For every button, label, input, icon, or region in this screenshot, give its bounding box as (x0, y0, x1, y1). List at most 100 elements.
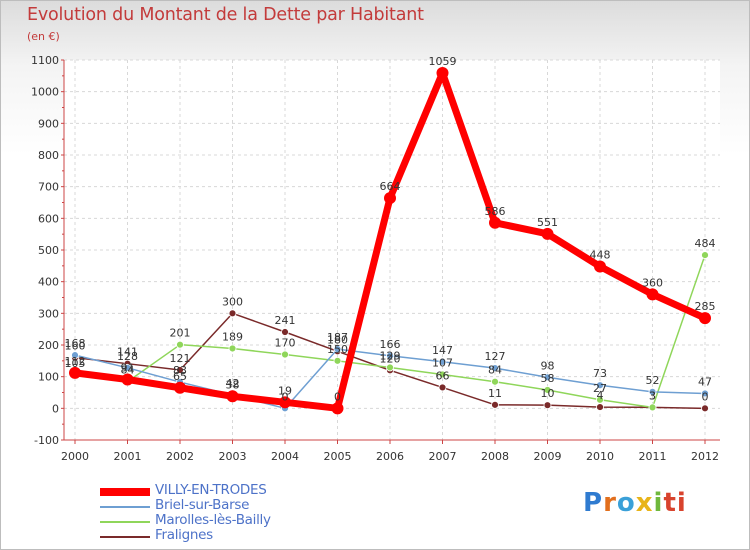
y-tick-label: 100 (38, 371, 59, 384)
data-label-3: 120 (380, 352, 401, 365)
data-label-1: 47 (698, 375, 712, 388)
data-label-1: 166 (380, 338, 401, 351)
data-label-1: 52 (646, 374, 660, 387)
series-point-0 (699, 312, 711, 325)
series-point-0 (384, 192, 396, 205)
data-label-3: 4 (597, 389, 604, 402)
x-tick-label: 2009 (534, 450, 562, 463)
x-tick-label: 2008 (481, 450, 509, 463)
y-tick-label: 700 (38, 181, 59, 194)
data-label-3: 300 (222, 295, 243, 308)
data-label-0: 664 (380, 180, 401, 193)
x-tick-label: 2003 (219, 450, 247, 463)
x-tick-label: 2011 (639, 450, 667, 463)
data-label-1: 98 (541, 359, 555, 372)
series-point-0 (331, 402, 344, 415)
data-label-3: 241 (275, 314, 296, 327)
series-point-2 (596, 395, 604, 404)
series-point-0 (174, 381, 186, 394)
series-point-2 (281, 350, 289, 359)
legend-swatch (100, 488, 150, 496)
data-label-0: 448 (590, 248, 611, 261)
data-label-3: 121 (170, 352, 191, 365)
y-tick-label: 300 (38, 307, 59, 320)
proxiti-logo: Proxiti (583, 488, 687, 518)
x-tick-label: 2001 (114, 450, 142, 463)
series-point-0 (279, 396, 291, 409)
y-tick-label: 200 (38, 339, 59, 352)
y-tick-label: 400 (38, 276, 59, 289)
y-tick-label: 800 (38, 149, 59, 162)
series-point-0 (541, 227, 554, 240)
data-label-2: 84 (488, 364, 502, 377)
series-point-0 (594, 260, 606, 273)
data-label-0: 285 (695, 300, 716, 313)
data-label-1: 73 (593, 367, 607, 380)
data-label-1: 0 (282, 390, 289, 403)
series-point-2 (701, 251, 709, 259)
data-label-1: 42 (226, 377, 240, 390)
series-point-2 (176, 340, 184, 349)
unit-label: (en €) (27, 30, 60, 43)
series-point-1 (71, 351, 79, 360)
series-point-1 (701, 389, 709, 398)
legend-label: VILLY-EN-TRODES (155, 482, 267, 498)
series-point-1 (648, 387, 657, 396)
data-label-2: 129 (380, 349, 401, 362)
x-tick-label: 2012 (691, 450, 719, 463)
legend-swatch (100, 521, 150, 523)
data-label-1: 127 (485, 350, 506, 363)
series-point-3 (491, 400, 499, 409)
series-point-2 (386, 363, 394, 372)
data-label-3: 3 (649, 389, 656, 402)
series-point-2 (228, 344, 237, 353)
series-point-2 (438, 370, 447, 379)
data-label-2: 170 (275, 337, 296, 350)
series-point-2 (333, 356, 342, 365)
data-label-3: 180 (327, 333, 348, 346)
data-label-0: 91 (121, 362, 135, 375)
data-label-1: 168 (65, 337, 86, 350)
series-point-3 (596, 403, 604, 411)
series-point-2 (543, 386, 552, 394)
y-tick-label: -100 (34, 434, 59, 447)
series-point-1 (438, 357, 447, 366)
data-label-3: 66 (436, 369, 450, 382)
y-tick-label: 500 (38, 244, 59, 257)
legend-swatch (100, 506, 150, 508)
data-label-3: 141 (117, 346, 138, 359)
series-point-3 (438, 383, 447, 392)
legend-label: Briel-sur-Barse (155, 497, 250, 513)
data-label-0: 38 (226, 378, 240, 391)
data-label-3: 11 (488, 387, 502, 400)
data-label-2: 150 (327, 343, 348, 356)
data-label-0: 360 (642, 276, 663, 289)
series-point-1 (543, 373, 552, 382)
data-label-1: 83 (173, 364, 187, 377)
data-label-1: 147 (432, 344, 453, 357)
series-point-0 (121, 373, 134, 386)
series-point-3 (281, 328, 289, 336)
legend-label: Fralignes (155, 527, 213, 543)
series-point-1 (333, 345, 342, 354)
series-point-2 (648, 403, 657, 412)
x-tick-label: 2010 (586, 450, 614, 463)
series-point-2 (491, 377, 499, 386)
data-label-0: 112 (65, 355, 86, 368)
data-label-3: 160 (65, 340, 86, 353)
y-tick-label: 600 (38, 212, 59, 225)
data-label-0: 65 (173, 370, 187, 383)
data-label-1: 187 (327, 331, 348, 344)
data-label-2: 107 (432, 356, 453, 369)
series-point-1 (491, 364, 499, 373)
series-point-0 (489, 216, 501, 229)
data-label-2: 484 (695, 237, 716, 250)
data-label-2: 58 (541, 372, 555, 385)
series-point-0 (436, 66, 449, 79)
data-label-2: 3 (649, 389, 656, 402)
data-label-0: 586 (485, 205, 506, 218)
data-label-0: 1059 (429, 55, 457, 68)
data-label-2: 27 (593, 382, 607, 395)
series-point-0 (226, 390, 239, 403)
data-label-0: 551 (537, 216, 558, 229)
